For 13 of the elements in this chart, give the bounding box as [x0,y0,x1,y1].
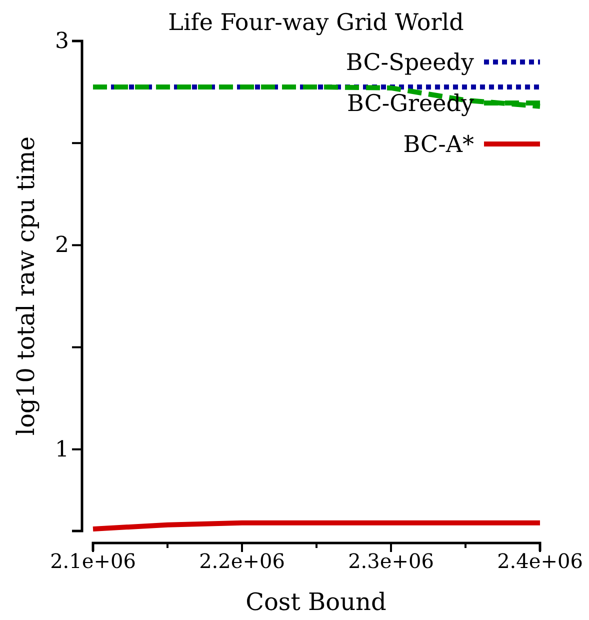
x-axis-title: Cost Bound [246,588,386,616]
chart-title: Life Four-way Grid World [168,10,464,36]
y-tick-label: 3 [55,29,69,54]
x-tick-label: 2.3e+06 [348,549,434,574]
x-tick-label: 2.4e+06 [497,549,583,574]
y-tick-label: 1 [55,437,69,462]
legend-label: BC-A* [403,132,474,158]
y-axis-title: log10 total raw cpu time [12,136,40,436]
y-tick-label: 2 [55,233,69,258]
legend-label: BC-Greedy [346,91,474,117]
x-tick-label: 2.2e+06 [199,549,285,574]
x-tick-label: 2.1e+06 [50,549,136,574]
legend-label: BC-Speedy [346,50,474,76]
